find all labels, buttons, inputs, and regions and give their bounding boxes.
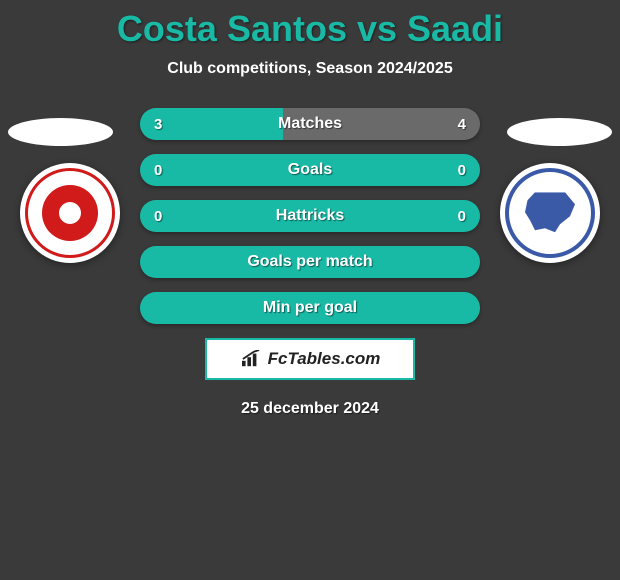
content-area: 3 Matches 4 0 Goals 0 0 Hattricks 0 Goal… — [0, 108, 620, 418]
stat-row-hattricks: 0 Hattricks 0 — [140, 200, 480, 232]
club-badge-right — [500, 163, 600, 263]
stat-value-right: 0 — [446, 162, 466, 179]
stat-label: Goals — [288, 161, 332, 179]
stat-value-left: 0 — [154, 208, 174, 225]
stat-row-matches: 3 Matches 4 — [140, 108, 480, 140]
stat-label: Matches — [278, 115, 342, 133]
club-badge-left — [20, 163, 120, 263]
club-badge-right-graphic — [505, 168, 595, 258]
brand-text: FcTables.com — [268, 349, 381, 369]
stat-label: Goals per match — [247, 253, 372, 271]
club-badge-left-graphic — [25, 168, 115, 258]
stat-label: Hattricks — [276, 207, 344, 225]
stat-row-goals-per-match: Goals per match — [140, 246, 480, 278]
date-text: 25 december 2024 — [0, 400, 620, 418]
stat-label: Min per goal — [263, 299, 357, 317]
brand-chart-icon — [240, 350, 262, 368]
stat-value-left: 0 — [154, 162, 174, 179]
stat-row-min-per-goal: Min per goal — [140, 292, 480, 324]
player-ellipse-left — [8, 118, 113, 146]
brand-box[interactable]: FcTables.com — [205, 338, 415, 380]
stat-value-left: 3 — [154, 116, 174, 133]
player-ellipse-right — [507, 118, 612, 146]
stat-value-right: 4 — [446, 116, 466, 133]
stat-rows: 3 Matches 4 0 Goals 0 0 Hattricks 0 Goal… — [140, 108, 480, 324]
stat-value-right: 0 — [446, 208, 466, 225]
page-title: Costa Santos vs Saadi — [0, 8, 620, 50]
stat-row-goals: 0 Goals 0 — [140, 154, 480, 186]
page-subtitle: Club competitions, Season 2024/2025 — [0, 60, 620, 78]
header: Costa Santos vs Saadi Club competitions,… — [0, 0, 620, 78]
